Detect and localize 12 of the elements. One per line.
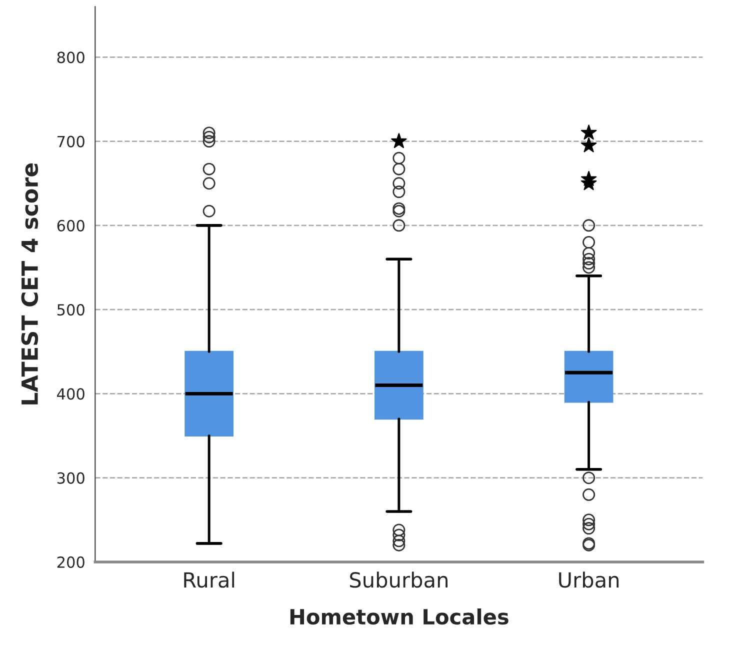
y-tick-label: 400 <box>57 388 84 400</box>
y-tick-label: 600 <box>57 220 84 232</box>
x-tick-label: Suburban <box>350 572 448 588</box>
y-tick-label: 700 <box>58 136 84 148</box>
y-tick-label: 200 <box>57 556 84 568</box>
y-tick-label: 800 <box>57 52 84 64</box>
x-tick-label: Rural <box>184 572 234 588</box>
x-axis-title: Hometown Locales <box>290 608 508 625</box>
y-tick-label: 300 <box>57 472 84 484</box>
y-axis-title: LATEST CET 4 score <box>21 163 38 404</box>
x-tick-label: Urban <box>559 572 619 588</box>
y-tick-label: 500 <box>57 304 84 316</box>
